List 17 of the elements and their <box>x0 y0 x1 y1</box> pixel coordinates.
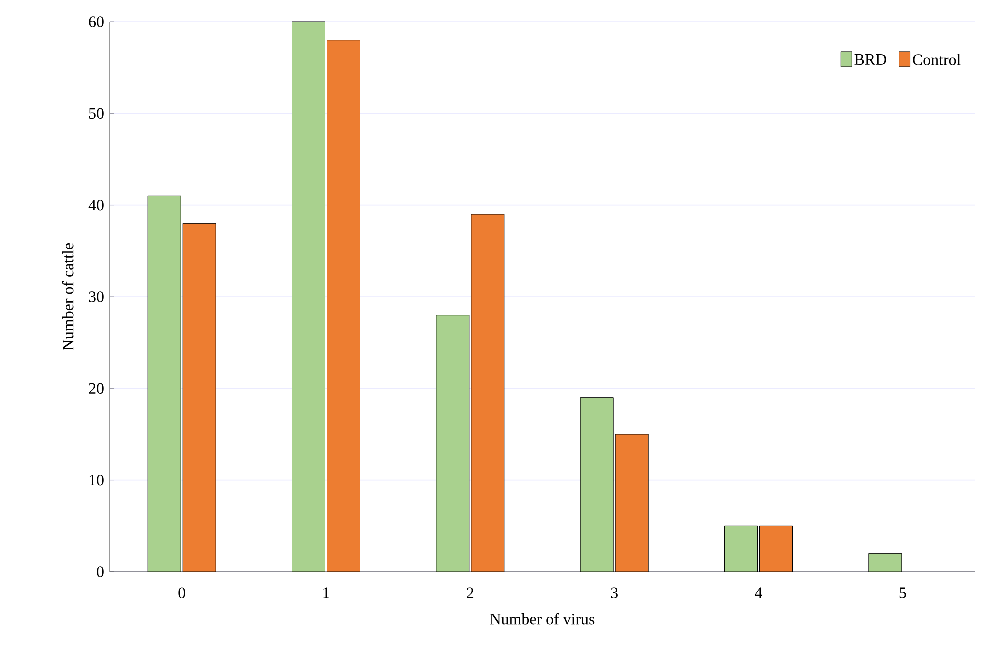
y-tick-label: 50 <box>89 108 104 120</box>
y-axis-title: Number of cattle <box>62 244 74 351</box>
legend-label: Control <box>913 54 961 66</box>
x-axis-title: Number of virus <box>490 613 595 625</box>
y-tick-label: 40 <box>88 200 104 211</box>
x-tick-label: 5 <box>900 588 906 598</box>
x-tick-label: 0 <box>178 588 186 599</box>
y-tick-label: 20 <box>89 383 104 394</box>
y-tick-label: 60 <box>89 16 104 28</box>
y-tick-label: 30 <box>89 292 104 302</box>
legend-label: BRD <box>854 54 886 65</box>
x-tick-label: 2 <box>467 588 474 598</box>
y-tick-label: 10 <box>90 474 104 486</box>
y-tick-label: 0 <box>97 566 104 578</box>
x-tick-label: 3 <box>611 588 618 598</box>
x-tick-label: 1 <box>324 588 330 598</box>
x-tick-label: 4 <box>755 588 762 598</box>
